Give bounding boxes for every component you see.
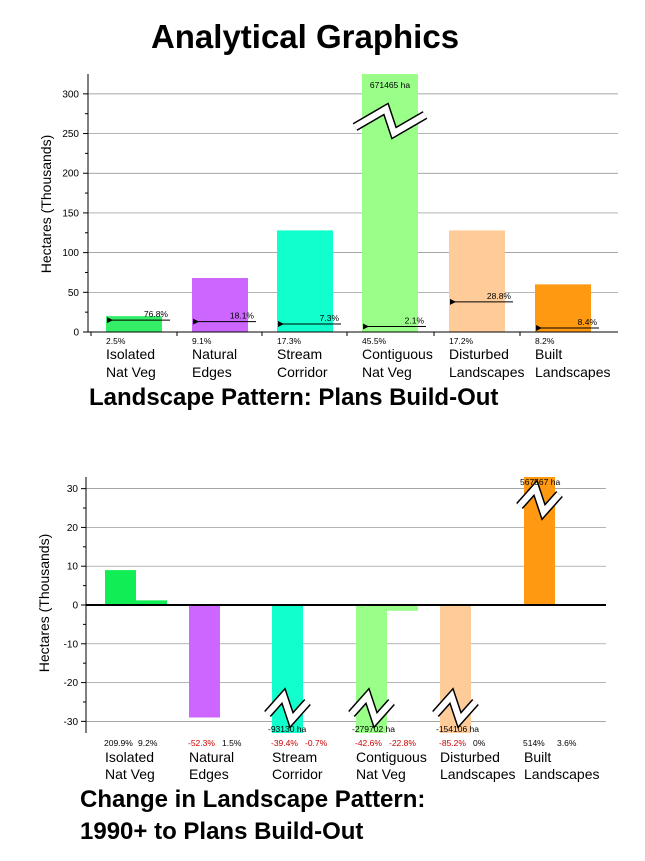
category-label: Landscapes — [524, 766, 600, 782]
y-tick-label: 20 — [67, 523, 79, 534]
category-label: Landscapes — [449, 364, 525, 380]
category-label: Contiguous — [362, 346, 433, 362]
category-percent-label: -52.3% — [188, 738, 215, 748]
category-percent-label: 1.5% — [222, 738, 242, 748]
category-label: Nat Veg — [362, 364, 412, 380]
break-fill — [517, 482, 562, 518]
y-tick-label: -30 — [64, 717, 79, 728]
marker-label: 76.8% — [144, 309, 169, 319]
category-label: Nat Veg — [105, 766, 155, 782]
category-label: Stream — [272, 749, 317, 765]
category-label: Stream — [277, 346, 322, 362]
category-percent-label: 3.6% — [557, 738, 577, 748]
marker-arrow — [107, 317, 113, 324]
category-label: Built — [524, 749, 551, 765]
chart2-caption-line2: 1990+ to Plans Build-Out — [80, 818, 364, 845]
y-axis-title: Hectares (Thousands) — [36, 534, 52, 673]
y-tick-label: -20 — [64, 678, 79, 689]
axis-break-mark — [348, 687, 395, 729]
category-label: Landscapes — [440, 766, 516, 782]
chart2-caption-line1: Change in Landscape Pattern: — [80, 786, 426, 813]
y-axis-title: Hectares (Thousands) — [38, 135, 54, 274]
category-label: Edges — [192, 364, 232, 380]
category-label: Disturbed — [440, 749, 500, 765]
y-tick-label: 100 — [62, 248, 79, 259]
marker-label: 7.3% — [320, 313, 340, 323]
category-label: Natural — [192, 346, 237, 362]
category-label: Landscapes — [535, 364, 611, 380]
category-percent-label: 45.5% — [362, 336, 387, 346]
bar-break-value-label: 671465 ha — [370, 80, 410, 90]
category-percent-label: 17.2% — [449, 336, 474, 346]
bar — [105, 570, 136, 605]
y-tick-label: 50 — [68, 288, 80, 299]
y-tick-label: 30 — [67, 484, 79, 495]
category-percent-label: 0% — [473, 738, 486, 748]
y-tick-label: -10 — [64, 639, 79, 650]
break-fill — [433, 690, 478, 726]
marker-arrow — [450, 298, 456, 305]
category-percent-label: -39.4% — [271, 738, 298, 748]
category-label: Isolated — [105, 749, 154, 765]
page-title: Analytical Graphics — [150, 18, 460, 55]
bar — [189, 605, 220, 718]
category-percent-label: -85.2% — [439, 738, 466, 748]
category-percent-label: 8.2% — [535, 336, 555, 346]
category-percent-label: -0.7% — [305, 738, 328, 748]
marker-arrow — [363, 323, 369, 330]
bar — [192, 278, 248, 332]
marker-label: 2.1% — [405, 315, 425, 325]
category-label: Contiguous — [356, 749, 427, 765]
category-label: Natural — [189, 749, 234, 765]
break-fill — [265, 690, 310, 726]
axis-break-mark — [516, 479, 563, 521]
bar — [449, 230, 505, 332]
category-label: Disturbed — [449, 346, 509, 362]
y-tick-label: 200 — [62, 169, 79, 180]
break-fill — [353, 104, 427, 138]
bar — [387, 605, 418, 611]
marker-label: 18.1% — [230, 311, 255, 321]
bar — [535, 284, 591, 332]
category-percent-label: 9.2% — [138, 738, 158, 748]
category-label: Isolated — [106, 346, 155, 362]
marker-label: 28.8% — [487, 291, 512, 301]
bar-break-value-label: -154106 ha — [436, 724, 479, 734]
category-percent-label: -42.6% — [355, 738, 382, 748]
bar-break-value-label: 567567 ha — [520, 477, 560, 487]
category-percent-label: 209.9% — [104, 738, 133, 748]
category-percent-label: 514% — [523, 738, 545, 748]
category-label: Corridor — [272, 766, 323, 782]
bar — [136, 600, 167, 605]
category-percent-label: 2.5% — [106, 336, 126, 346]
break-fill — [349, 690, 394, 726]
category-label: Nat Veg — [356, 766, 406, 782]
y-tick-label: 250 — [62, 129, 79, 140]
bar — [277, 230, 333, 332]
category-label: Built — [535, 346, 562, 362]
chart1-caption: Landscape Pattern: Plans Build-Out — [89, 384, 499, 411]
category-label: Nat Veg — [106, 364, 156, 380]
category-percent-label: 9.1% — [192, 336, 212, 346]
y-tick-label: 0 — [72, 601, 78, 612]
axis-break-mark — [264, 687, 311, 729]
marker-arrow — [536, 325, 542, 332]
marker-label: 8.4% — [578, 317, 598, 327]
bar-break-value-label: -93130 ha — [268, 724, 307, 734]
category-percent-label: -22.8% — [389, 738, 416, 748]
marker-arrow — [193, 318, 199, 325]
y-tick-label: 150 — [62, 208, 79, 219]
bar-break-value-label: -279702 ha — [352, 724, 395, 734]
y-tick-label: 10 — [67, 562, 79, 573]
marker-arrow — [278, 321, 284, 328]
axis-break-mark — [352, 102, 428, 140]
category-percent-label: 17.3% — [277, 336, 302, 346]
y-tick-label: 0 — [73, 328, 79, 339]
axis-break-mark — [432, 687, 479, 729]
y-tick-label: 300 — [62, 89, 79, 100]
category-label: Corridor — [277, 364, 328, 380]
category-label: Edges — [189, 766, 229, 782]
